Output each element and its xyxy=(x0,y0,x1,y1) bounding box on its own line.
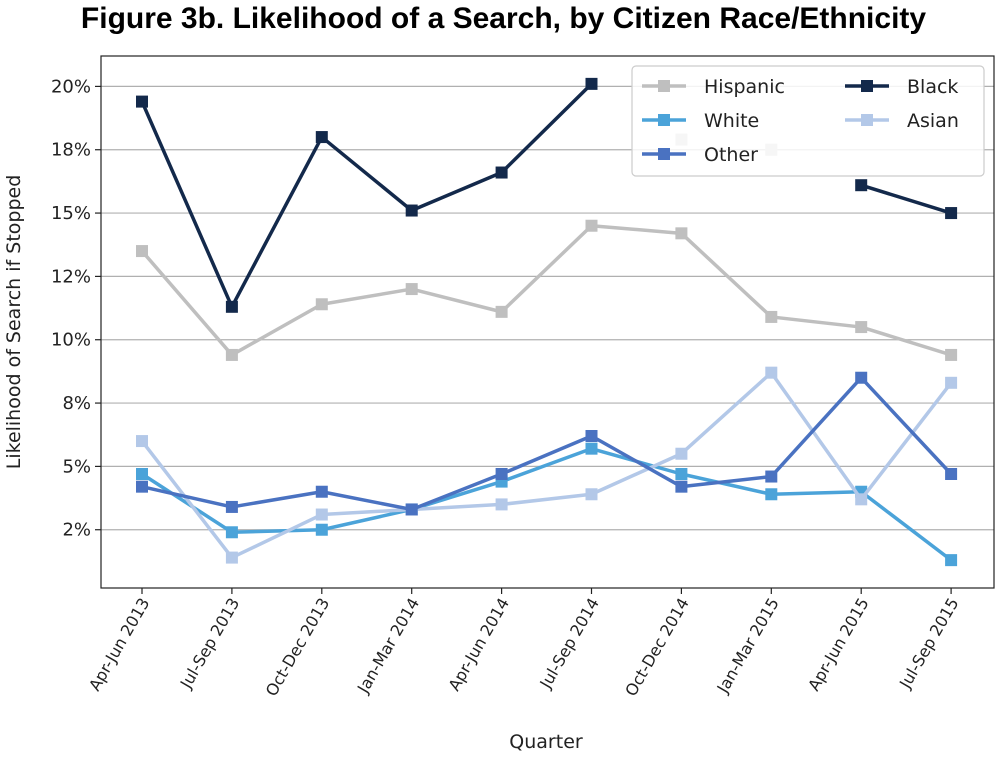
series-line xyxy=(860,183,952,215)
data-point xyxy=(945,376,958,389)
data-point xyxy=(495,305,508,318)
legend-label: Asian xyxy=(907,110,959,132)
data-point xyxy=(315,508,328,521)
legend-swatch-marker xyxy=(658,114,670,126)
series-asian xyxy=(136,366,958,564)
data-point xyxy=(585,219,598,232)
data-point xyxy=(585,430,598,442)
legend-label: Black xyxy=(907,76,958,98)
y-axis-ticks: 2% 5% 8% 10% 12% 15% 18% 20% xyxy=(51,76,101,541)
data-point xyxy=(405,503,418,516)
data-point xyxy=(675,468,688,480)
data-point xyxy=(495,498,508,511)
legend-label: Hispanic xyxy=(704,76,785,98)
y-tick-label: 2% xyxy=(62,520,91,541)
data-point xyxy=(855,493,868,506)
series-lines xyxy=(136,77,958,567)
series-black xyxy=(136,77,958,313)
y-tick-label: 8% xyxy=(62,393,91,414)
data-point xyxy=(855,371,868,384)
data-point xyxy=(136,95,148,108)
legend-item-black: Black xyxy=(845,76,958,98)
y-tick-label: 5% xyxy=(62,456,91,477)
data-point xyxy=(405,283,418,296)
y-axis-label: Likelihood of Search if Stopped xyxy=(3,175,25,470)
series-other xyxy=(136,371,958,516)
data-point xyxy=(225,300,238,313)
legend: Hispanic Black White Asian Other xyxy=(631,65,985,177)
data-point xyxy=(315,523,328,536)
data-point xyxy=(585,488,598,501)
x-tick-label: Jul-Sep 2014 xyxy=(535,595,602,693)
x-tick-label: Oct-Dec 2013 xyxy=(262,595,334,700)
y-tick-label: 12% xyxy=(51,266,91,287)
data-point xyxy=(765,366,778,379)
legend-swatch-marker xyxy=(861,80,873,92)
data-point xyxy=(945,468,958,480)
data-point xyxy=(855,321,868,334)
data-point xyxy=(136,480,148,493)
legend-swatch-marker xyxy=(658,148,670,160)
data-point xyxy=(585,442,598,455)
series-line xyxy=(141,446,953,562)
data-point xyxy=(315,485,328,498)
data-point xyxy=(765,310,778,323)
x-tick-label: Jul-Sep 2015 xyxy=(895,595,962,693)
data-point xyxy=(405,204,418,217)
data-point xyxy=(765,488,778,501)
y-tick-label: 10% xyxy=(51,330,91,351)
data-point xyxy=(136,468,148,480)
data-point xyxy=(225,348,238,361)
legend-box xyxy=(631,65,985,177)
data-point xyxy=(225,526,238,539)
x-tick-label: Oct-Dec 2014 xyxy=(621,595,693,700)
data-point xyxy=(675,227,688,240)
legend-item-white: White xyxy=(642,110,759,132)
x-axis-label: Quarter xyxy=(509,731,583,753)
data-point xyxy=(585,77,598,90)
legend-item-other: Other xyxy=(642,144,758,166)
x-tick-label: Apr-Jun 2013 xyxy=(85,595,154,695)
y-tick-label: 20% xyxy=(51,76,91,97)
legend-swatch-marker xyxy=(658,80,670,92)
x-tick-label: Apr-Jun 2015 xyxy=(804,595,873,695)
data-point xyxy=(225,551,238,564)
legend-item-asian: Asian xyxy=(845,110,959,132)
data-point xyxy=(945,554,958,567)
data-point xyxy=(136,245,148,258)
data-point xyxy=(675,447,688,460)
data-point xyxy=(495,166,508,179)
data-point xyxy=(675,480,688,493)
plot-frame xyxy=(100,55,995,589)
data-point xyxy=(495,468,508,480)
y-tick-label: 18% xyxy=(51,140,91,161)
data-point xyxy=(136,435,148,448)
series-line xyxy=(141,375,953,512)
legend-item-hispanic: Hispanic xyxy=(642,76,785,98)
data-point xyxy=(225,500,238,513)
data-point xyxy=(765,470,778,483)
series-hispanic xyxy=(136,219,958,361)
x-tick-label: Jul-Sep 2013 xyxy=(176,595,243,693)
x-tick-label: Apr-Jun 2014 xyxy=(445,595,514,695)
series-line xyxy=(140,370,953,560)
x-axis-ticks: Apr-Jun 2013 Jul-Sep 2013 Oct-Dec 2013 Jan-… xyxy=(85,588,963,699)
series-line xyxy=(140,82,593,309)
x-tick-label: Jan-Mar 2014 xyxy=(353,595,423,698)
chart-title: Figure 3b. Likelihood of a Search, by Ci… xyxy=(80,2,927,35)
data-point xyxy=(315,298,328,311)
y-tick-label: 15% xyxy=(51,203,91,224)
series-line xyxy=(140,223,952,357)
legend-label: White xyxy=(704,110,759,132)
legend-label: Other xyxy=(704,144,758,166)
data-point xyxy=(315,131,328,144)
data-point xyxy=(855,179,868,192)
legend-swatch-marker xyxy=(861,114,873,126)
x-tick-label: Jan-Mar 2015 xyxy=(713,595,783,698)
data-point xyxy=(945,207,958,220)
data-point xyxy=(945,348,958,361)
